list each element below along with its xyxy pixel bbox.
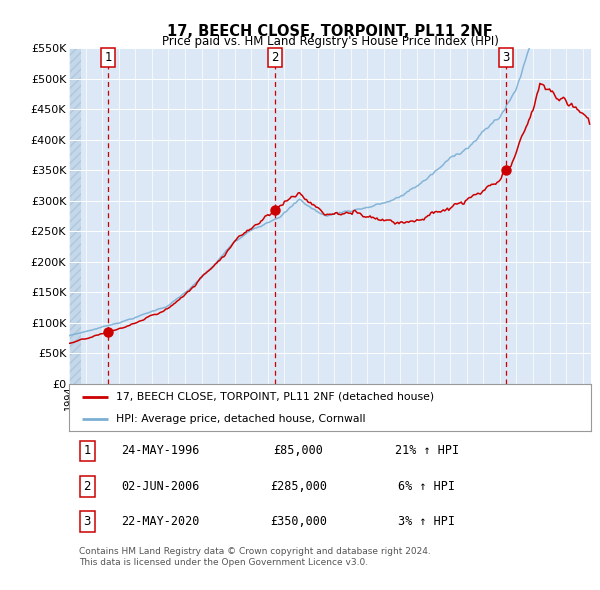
Text: £350,000: £350,000 [270, 515, 327, 528]
Text: 22-MAY-2020: 22-MAY-2020 [121, 515, 200, 528]
Polygon shape [69, 48, 82, 384]
Text: 1: 1 [83, 444, 91, 457]
Text: £285,000: £285,000 [270, 480, 327, 493]
Text: 3: 3 [502, 51, 510, 64]
Text: 3% ↑ HPI: 3% ↑ HPI [398, 515, 455, 528]
Text: 2: 2 [271, 51, 278, 64]
Text: 21% ↑ HPI: 21% ↑ HPI [395, 444, 458, 457]
Text: HPI: Average price, detached house, Cornwall: HPI: Average price, detached house, Corn… [116, 414, 365, 424]
Text: 17, BEECH CLOSE, TORPOINT, PL11 2NF (detached house): 17, BEECH CLOSE, TORPOINT, PL11 2NF (det… [116, 392, 434, 402]
Text: 17, BEECH CLOSE, TORPOINT, PL11 2NF: 17, BEECH CLOSE, TORPOINT, PL11 2NF [167, 24, 493, 38]
Text: Contains HM Land Registry data © Crown copyright and database right 2024.
This d: Contains HM Land Registry data © Crown c… [79, 548, 431, 566]
Text: £85,000: £85,000 [274, 444, 323, 457]
Text: 1: 1 [104, 51, 112, 64]
Text: 2: 2 [83, 480, 91, 493]
Text: 6% ↑ HPI: 6% ↑ HPI [398, 480, 455, 493]
Text: 3: 3 [83, 515, 91, 528]
Text: Price paid vs. HM Land Registry's House Price Index (HPI): Price paid vs. HM Land Registry's House … [161, 35, 499, 48]
Text: 24-MAY-1996: 24-MAY-1996 [121, 444, 200, 457]
Text: 02-JUN-2006: 02-JUN-2006 [121, 480, 200, 493]
